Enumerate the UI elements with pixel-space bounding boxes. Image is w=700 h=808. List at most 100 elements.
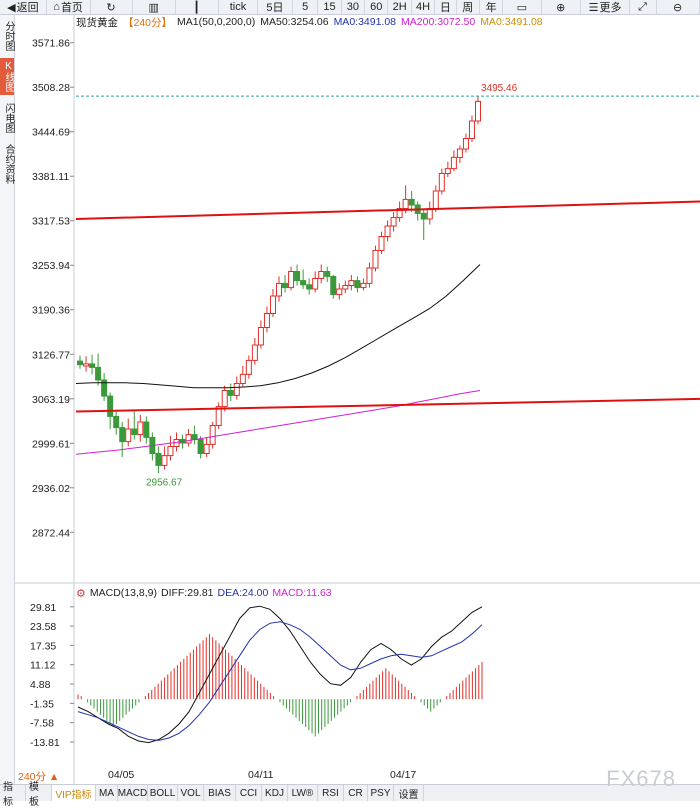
date-label: 04/11 — [248, 769, 274, 781]
indicator-tab-3[interactable]: MA — [96, 785, 118, 801]
toolbar-candlestick-button[interactable]: ┃ — [176, 0, 219, 14]
trendline-1 — [75, 200, 700, 220]
trendline-0 — [75, 397, 700, 413]
indicator-tab-2[interactable]: VIP指标 — [52, 785, 96, 801]
toolbar-btn-6[interactable]: 5日 — [258, 0, 293, 14]
price-axis-label: 3444.69 — [32, 127, 70, 139]
macd-axis-label: 29.81 — [30, 602, 56, 614]
toolbar-label: 2H — [392, 1, 407, 13]
toolbar-toggle-button[interactable]: ▭ — [503, 0, 543, 14]
candle-body — [251, 344, 258, 361]
indicator-tab-0[interactable]: 指标 — [0, 782, 26, 808]
candle-body — [360, 282, 367, 289]
macd-title[interactable]: MACD(13,8,9) — [89, 587, 157, 599]
price-axis-label: 3508.28 — [32, 82, 70, 94]
toolbar-label: 更多 — [599, 2, 622, 14]
toolbar-label: 5日 — [266, 2, 284, 14]
toolbar-btn-10[interactable]: 60 — [365, 0, 389, 14]
macd-dea-line — [77, 621, 483, 741]
toolbar-btn-12[interactable]: 4H — [412, 0, 436, 14]
candle-body — [113, 415, 120, 429]
candle-body — [450, 156, 457, 170]
candlestick-icon: ┃ — [193, 1, 200, 14]
indicator-tab-5[interactable]: BOLL — [148, 785, 178, 801]
indicator-tab-14[interactable]: 设置 — [394, 785, 424, 801]
macd-axis-label: 4.88 — [30, 679, 51, 691]
toolbar-label: 15 — [323, 1, 336, 13]
toolbar-btn-13[interactable]: 日 — [435, 0, 457, 14]
candle-body — [330, 275, 337, 296]
candle-body — [89, 363, 96, 368]
macd-diff-line — [77, 605, 483, 744]
candle-body — [432, 190, 439, 209]
candle-body — [456, 148, 463, 158]
toolbar-zoom-in-button[interactable]: ⊕ — [542, 0, 582, 14]
toolbar-home-1[interactable]: ⌂ 首页 — [47, 0, 91, 14]
candle-body — [318, 271, 325, 279]
candle-body — [263, 313, 270, 328]
candle-body — [191, 434, 198, 441]
price-axis-label: 3190.36 — [32, 305, 70, 317]
macd-hist: MACD:11.63 — [272, 587, 332, 599]
candle-body — [312, 278, 319, 290]
indicator-tab-9[interactable]: KDJ — [262, 785, 288, 801]
price-axis-label: 2999.61 — [32, 438, 70, 450]
indicator-tab-1[interactable]: 模板 — [26, 782, 52, 808]
macd-settings-icon[interactable]: ⚙ — [76, 587, 86, 600]
toolbar-expand-button[interactable]: ⤢ — [630, 0, 658, 14]
indicator-tab-4[interactable]: MACD — [118, 785, 148, 801]
toolbar-btn-8[interactable]: 15 — [318, 0, 342, 14]
toolbar-label: 返回 — [16, 2, 39, 14]
toolbar-btn-15[interactable]: 年 — [480, 0, 504, 14]
candle-body — [155, 453, 162, 466]
toolbar-zoom-out-button[interactable]: ⊖ — [657, 0, 700, 14]
toolbar-btn-9[interactable]: 30 — [342, 0, 366, 14]
indicator-tab-12[interactable]: CR — [344, 785, 368, 801]
period-label[interactable]: 【240分】 — [123, 16, 173, 29]
toolbar-btn-7[interactable]: 5 — [293, 0, 319, 14]
candle-body — [372, 250, 379, 269]
candle-body — [179, 439, 186, 444]
toolbar-more-18[interactable]: ☰ 更多 — [581, 0, 630, 14]
sidebar-item-1[interactable]: K线图 — [0, 58, 14, 95]
toolbar-bar-chart-button[interactable]: ▥ — [133, 0, 177, 14]
candle-body — [95, 366, 102, 381]
toolbar-label: 60 — [370, 1, 383, 13]
indicator-tab-13[interactable]: PSY — [368, 785, 394, 801]
toolbar-refresh-button[interactable]: ↻ — [91, 0, 134, 14]
indicator-tab-6[interactable]: VOL — [178, 785, 204, 801]
candle-body — [396, 208, 403, 219]
period-selector[interactable]: 240分 ▲ — [18, 771, 60, 783]
toolbar-btn-5[interactable]: tick — [219, 0, 258, 14]
macd-dea: DEA:24.00 — [217, 587, 269, 599]
macd-diff: DIFF:29.81 — [160, 587, 214, 599]
candle-body — [306, 284, 313, 290]
indicator-tab-7[interactable]: BIAS — [204, 785, 236, 801]
ma50-value: MA50:3254.06 — [260, 16, 329, 28]
sidebar-item-0[interactable]: 分时图 — [3, 20, 14, 51]
toolbar-label: 周 — [462, 2, 474, 14]
toolbar-btn-14[interactable]: 周 — [457, 0, 480, 14]
indicator-tab-10[interactable]: LW® — [288, 785, 318, 801]
toolbar-label: 5 — [302, 1, 309, 13]
candle-body — [342, 285, 349, 290]
zoom-in-icon: ⊕ — [556, 1, 566, 14]
sidebar-item-3[interactable]: 合约资料 — [3, 144, 14, 184]
macd-axis-label: 23.58 — [30, 621, 56, 633]
indicator-tab-11[interactable]: RSI — [318, 785, 344, 801]
candle-body — [221, 390, 228, 408]
macd-axis-label: 11.12 — [30, 660, 56, 672]
price-axis-label: 2936.02 — [32, 483, 70, 495]
candle-body — [294, 271, 301, 282]
candle-body — [324, 271, 331, 277]
toolbar-back-arrow-0[interactable]: ◀ 返回 — [0, 0, 47, 14]
candle-body — [143, 421, 150, 438]
ma-settings[interactable]: MA1(50,0,200,0) — [177, 16, 256, 28]
price-axis-label: 3317.53 — [32, 216, 70, 228]
toggle-icon: ▭ — [516, 1, 528, 14]
indicator-tab-8[interactable]: CCI — [236, 785, 262, 801]
toolbar-btn-11[interactable]: 2H — [388, 0, 412, 14]
sidebar-item-2[interactable]: 闪电图 — [3, 102, 14, 133]
price-axis-label: 3571.86 — [32, 38, 70, 50]
